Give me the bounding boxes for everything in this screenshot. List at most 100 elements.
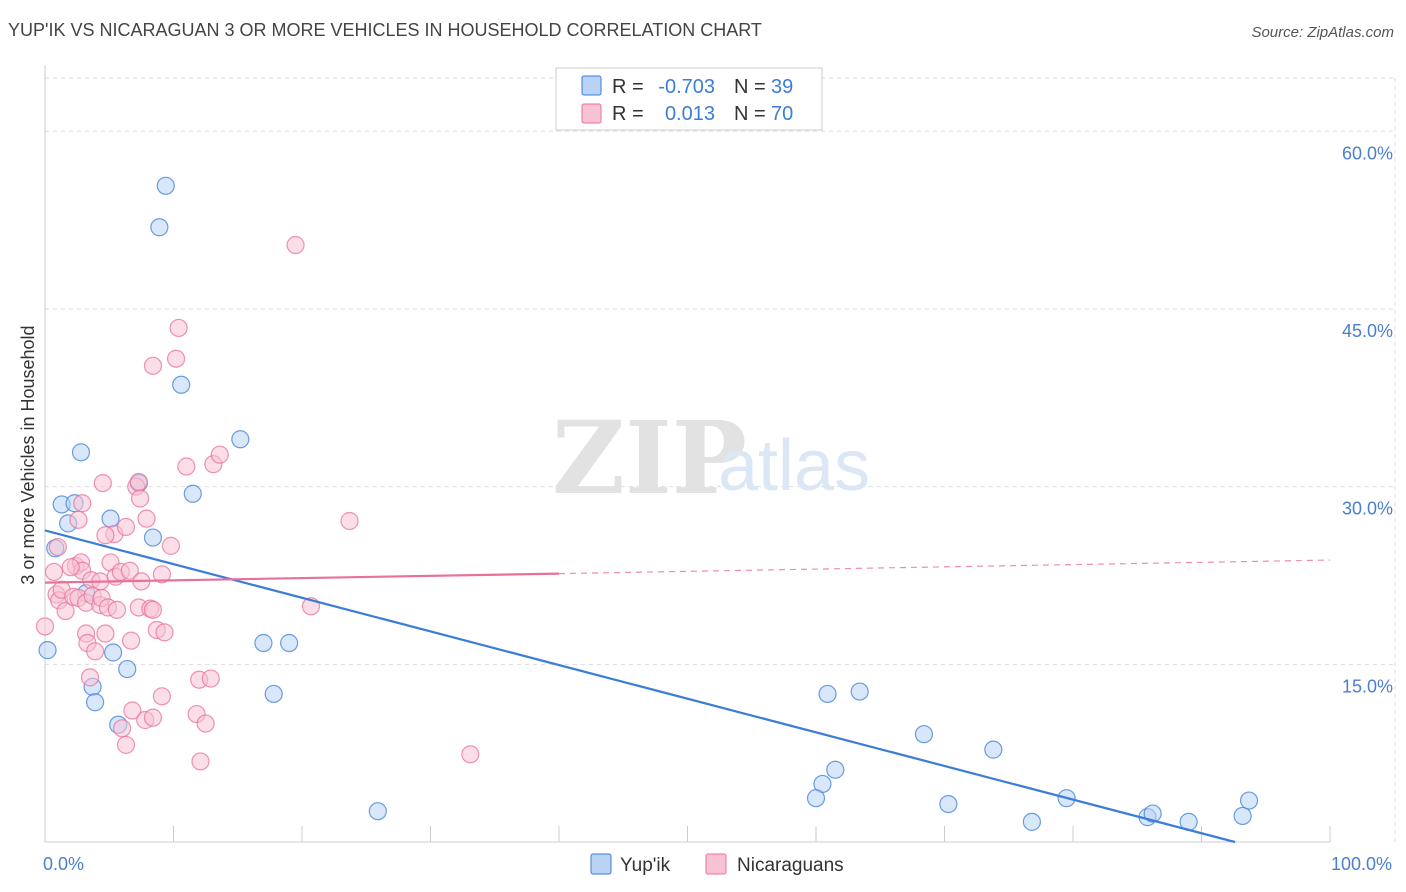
x-tick-label: 0.0% — [43, 854, 84, 874]
data-point-yupik[interactable] — [806, 789, 826, 808]
y-tick-label: 60.0% — [1342, 143, 1393, 163]
legend-r-value-yupik: -0.703 — [658, 76, 715, 98]
data-point-nicaraguans[interactable] — [137, 509, 156, 528]
legend-r-label-yupik: R = — [612, 76, 644, 98]
trend-layer — [44, 529, 1331, 844]
data-point-nicaraguans[interactable] — [169, 318, 188, 338]
data-point-nicaraguans[interactable] — [93, 473, 112, 493]
y-tick-label: 45.0% — [1342, 321, 1393, 341]
data-point-nicaraguans[interactable] — [201, 669, 220, 688]
correlation-legend: R = -0.703 N = 39 R = 0.013 N = 70 — [555, 67, 823, 131]
data-point-nicaraguans[interactable] — [107, 600, 127, 619]
data-point-yupik[interactable] — [143, 528, 163, 547]
data-point-nicaraguans[interactable] — [143, 356, 163, 375]
data-point-yupik[interactable] — [254, 633, 273, 653]
data-point-nicaraguans[interactable] — [177, 457, 196, 476]
data-point-nicaraguans[interactable] — [86, 642, 105, 661]
data-point-nicaraguans[interactable] — [121, 631, 141, 650]
data-point-yupik[interactable] — [1239, 791, 1259, 810]
chart-source: Source: ZipAtlas.com — [1251, 24, 1394, 41]
data-point-yupik[interactable] — [850, 682, 869, 701]
legend-r-value-nicaraguans: 0.013 — [665, 103, 715, 125]
data-point-yupik[interactable] — [183, 484, 202, 503]
watermark: ZIP atlas — [552, 399, 870, 517]
data-point-nicaraguans[interactable] — [340, 511, 359, 531]
data-point-nicaraguans[interactable] — [80, 668, 100, 687]
data-point-yupik[interactable] — [984, 740, 1003, 759]
data-point-nicaraguans[interactable] — [123, 701, 142, 720]
data-point-yupik[interactable] — [156, 176, 175, 195]
y-tick-label: 15.0% — [1342, 676, 1393, 696]
data-point-yupik[interactable] — [172, 375, 191, 394]
data-point-yupik[interactable] — [118, 659, 137, 679]
legend-n-label-nicaraguans: N = — [734, 103, 766, 125]
data-point-yupik[interactable] — [86, 693, 105, 712]
watermark-atlas: atlas — [718, 426, 870, 506]
legend-r-label-nicaraguans: R = — [612, 103, 644, 125]
trendline-nicaraguans — [44, 572, 560, 584]
data-point-yupik[interactable] — [1143, 804, 1162, 823]
data-point-yupik[interactable] — [150, 218, 169, 237]
data-point-yupik[interactable] — [231, 430, 250, 449]
data-point-nicaraguans[interactable] — [44, 562, 64, 582]
series-legend-label-nicaraguans[interactable]: Nicaraguans — [737, 855, 844, 876]
legend-n-value-yupik: 39 — [771, 76, 793, 98]
data-point-yupik[interactable] — [826, 760, 845, 779]
data-point-yupik[interactable] — [818, 684, 837, 704]
data-point-nicaraguans[interactable] — [130, 489, 150, 508]
data-point-nicaraguans[interactable] — [286, 235, 305, 255]
data-point-nicaraguans[interactable] — [96, 624, 115, 643]
data-point-nicaraguans[interactable] — [143, 600, 163, 619]
data-point-nicaraguans[interactable] — [155, 623, 174, 642]
data-point-nicaraguans[interactable] — [120, 561, 139, 580]
series-legend-swatch-nicaraguans[interactable] — [705, 853, 727, 875]
data-point-nicaraguans[interactable] — [191, 752, 210, 771]
x-tick-label: 100.0% — [1331, 854, 1392, 874]
data-point-nicaraguans[interactable] — [116, 735, 136, 754]
series-legend-swatch-yupik[interactable] — [590, 853, 612, 875]
data-point-yupik[interactable] — [38, 641, 57, 660]
data-point-nicaraguans[interactable] — [48, 537, 67, 557]
data-point-yupik[interactable] — [104, 643, 123, 662]
data-point-nicaraguans[interactable] — [73, 494, 92, 513]
data-point-yupik[interactable] — [1233, 806, 1252, 826]
legend-swatch-nicaraguans — [581, 103, 602, 124]
data-point-yupik[interactable] — [101, 509, 120, 528]
points-layer — [35, 176, 1259, 831]
data-point-yupik[interactable] — [939, 794, 958, 814]
legend-swatch-yupik — [581, 75, 602, 96]
data-point-nicaraguans[interactable] — [196, 714, 215, 733]
data-point-yupik[interactable] — [368, 802, 387, 821]
data-point-nicaraguans[interactable] — [112, 719, 132, 738]
y-axis-label: 3 or more Vehicles in Household — [18, 325, 38, 584]
legend-n-value-nicaraguans: 70 — [771, 103, 793, 125]
watermark-zip: ZIP — [552, 399, 747, 517]
data-point-nicaraguans[interactable] — [161, 536, 181, 555]
data-point-nicaraguans[interactable] — [116, 517, 136, 537]
data-point-nicaraguans[interactable] — [129, 472, 148, 492]
data-point-nicaraguans[interactable] — [152, 565, 172, 584]
data-point-nicaraguans[interactable] — [96, 526, 115, 545]
data-point-yupik[interactable] — [264, 684, 283, 704]
chart-title: YUP'IK VS NICARAGUAN 3 OR MORE VEHICLES … — [8, 20, 762, 40]
data-point-nicaraguans[interactable] — [166, 349, 186, 368]
trendline-yupik — [44, 529, 1236, 844]
data-point-nicaraguans[interactable] — [210, 445, 229, 464]
data-point-nicaraguans[interactable] — [461, 745, 480, 764]
data-point-nicaraguans[interactable] — [69, 510, 88, 529]
series-legend: Yup'ik Nicaraguans — [590, 853, 844, 876]
y-tick-label: 30.0% — [1342, 499, 1393, 519]
axes-layer: 15.0% 30.0% 45.0% 60.0% 0.0% 100.0% — [43, 65, 1393, 874]
data-point-nicaraguans[interactable] — [143, 708, 163, 727]
data-point-yupik[interactable] — [1022, 812, 1041, 831]
legend-n-label-yupik: N = — [734, 76, 766, 98]
series-legend-label-yupik[interactable]: Yup'ik — [620, 855, 671, 876]
data-point-nicaraguans[interactable] — [35, 617, 55, 636]
data-point-nicaraguans[interactable] — [152, 687, 172, 706]
data-point-nicaraguans[interactable] — [61, 558, 80, 577]
data-point-yupik[interactable] — [280, 633, 299, 653]
data-point-nicaraguans[interactable] — [56, 601, 75, 621]
data-point-yupik[interactable] — [914, 725, 934, 744]
data-point-yupik[interactable] — [71, 443, 91, 462]
